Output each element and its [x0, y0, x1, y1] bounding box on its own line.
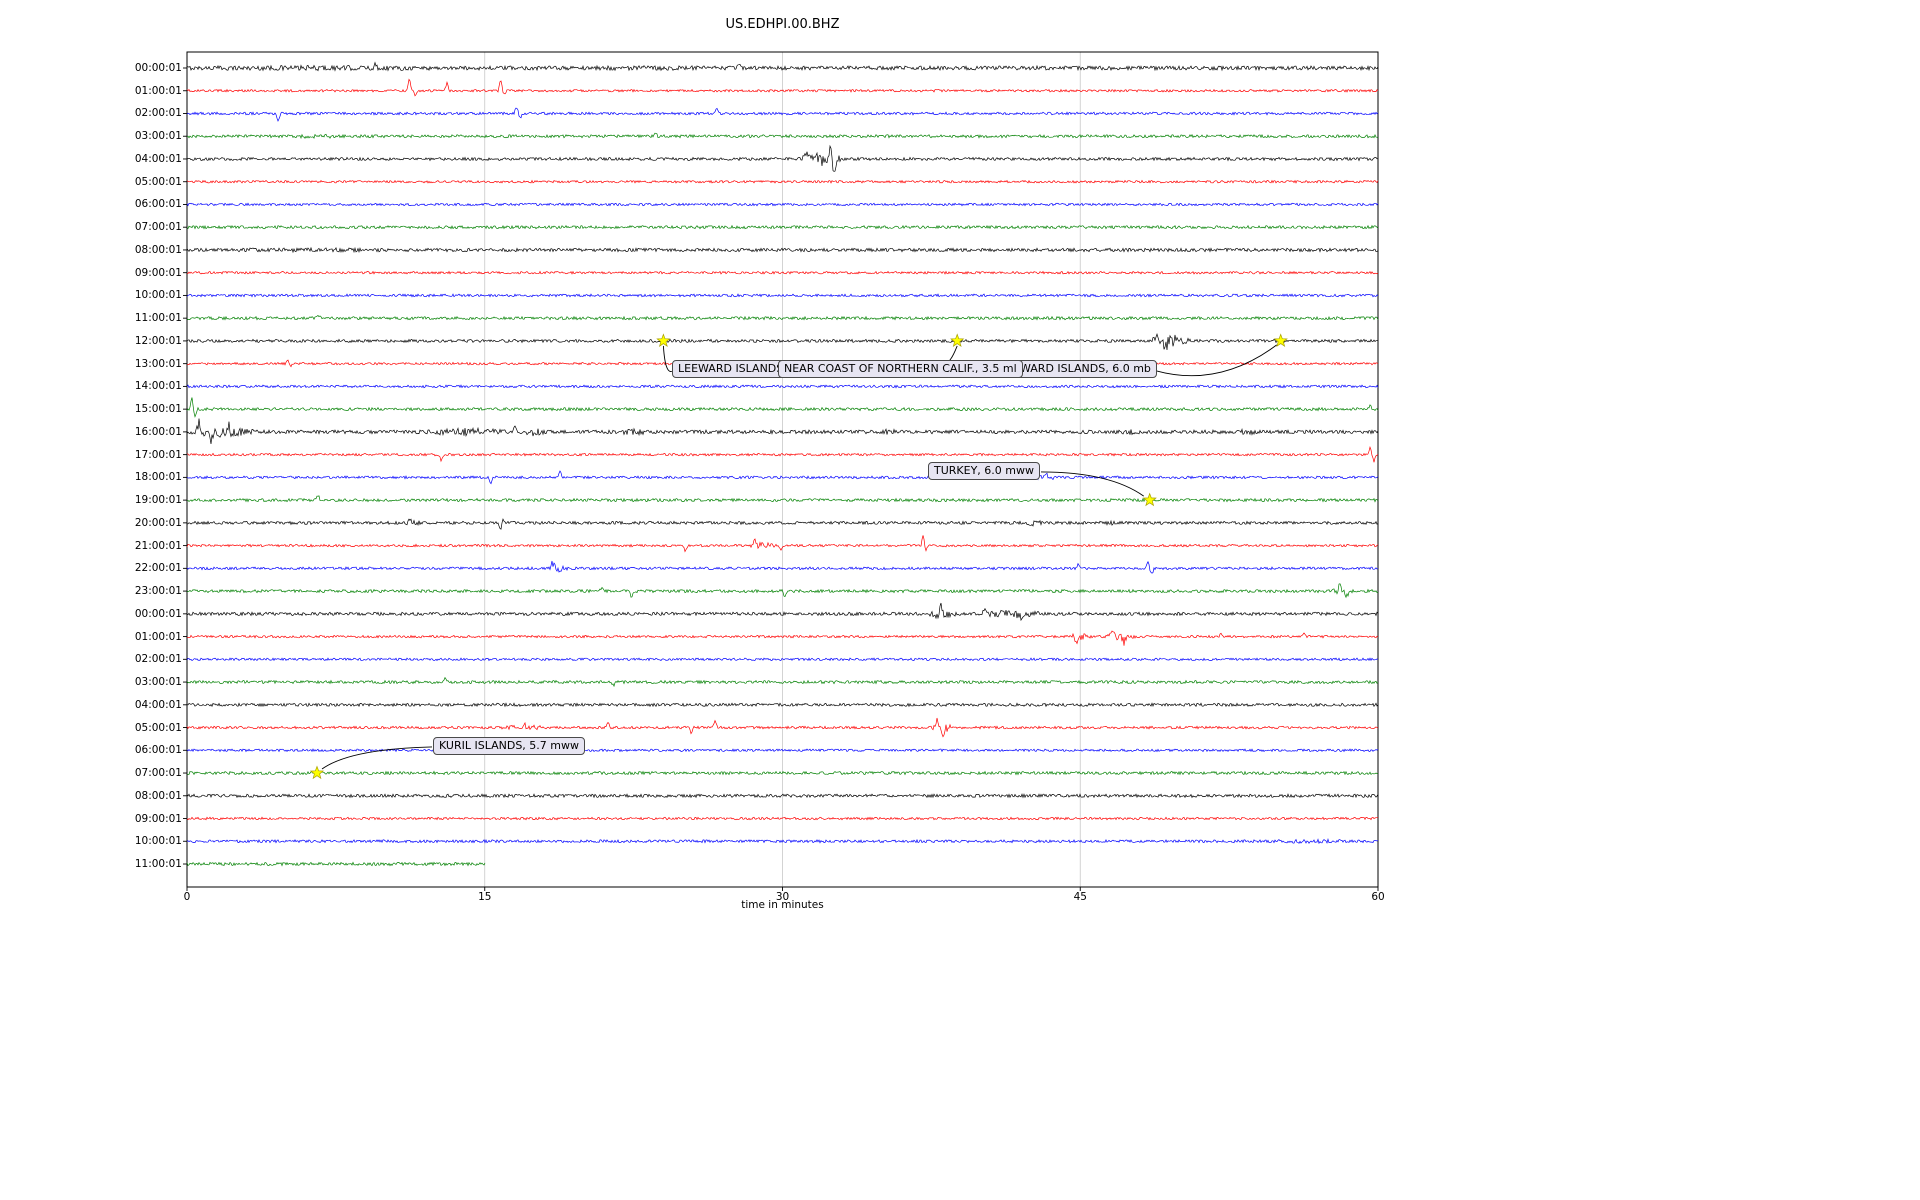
row-label: 02:00:01 — [134, 107, 182, 120]
plot-title: US.EDHPI.00.BHZ — [725, 17, 840, 32]
row-label: 19:00:01 — [134, 494, 182, 507]
waveform-trace — [186, 630, 1379, 646]
row-label: 23:00:01 — [134, 585, 182, 598]
event-star-icon — [309, 765, 325, 780]
row-label: 11:00:01 — [134, 858, 182, 870]
row-label: 05:00:01 — [134, 175, 182, 188]
waveform-trace — [186, 702, 1379, 708]
waveform-trace — [186, 657, 1378, 662]
waveform-trace — [186, 770, 1378, 776]
waveform-trace — [186, 418, 1379, 445]
waveform-trace — [186, 202, 1379, 207]
row-label: 22:00:01 — [134, 562, 182, 575]
waveform-trace — [186, 224, 1379, 230]
waveform-trace — [186, 78, 1379, 97]
event-label: LEEWARD ISLANDS — [672, 360, 790, 378]
waveform-trace — [186, 676, 1379, 688]
event-connector — [1040, 471, 1144, 497]
row-label: 08:00:01 — [134, 243, 182, 256]
waveform-trace — [186, 470, 1379, 485]
event-label: KURIL ISLANDS, 5.7 mww — [433, 737, 585, 755]
row-label: 06:00:01 — [134, 744, 182, 757]
waveform-trace — [186, 315, 1379, 321]
row-label: 09:00:01 — [134, 812, 182, 825]
waveform-trace — [186, 861, 486, 867]
row-label: 17:00:01 — [134, 448, 182, 461]
row-label: 09:00:01 — [134, 266, 182, 279]
waveform-trace — [186, 61, 1379, 72]
waveform-trace — [186, 246, 1379, 254]
waveform-trace — [186, 293, 1379, 298]
row-label: 02:00:01 — [134, 653, 182, 666]
row-label: 04:00:01 — [134, 698, 182, 711]
waveform-trace — [186, 179, 1379, 184]
row-label: 06:00:01 — [134, 198, 182, 211]
waveform-trace — [186, 144, 1379, 172]
waveform-trace — [186, 495, 1379, 503]
waveform-trace — [186, 270, 1379, 275]
event-star-icon — [656, 333, 671, 348]
row-label: 10:00:01 — [134, 289, 182, 302]
waveform-trace — [186, 446, 1379, 463]
row-label: 21:00:01 — [134, 539, 182, 552]
row-label: 08:00:01 — [134, 789, 182, 802]
event-star-icon — [1142, 492, 1157, 507]
row-label: 13:00:01 — [134, 357, 182, 370]
event-label: NEAR COAST OF NORTHERN CALIF., 3.5 ml — [778, 360, 1023, 378]
event-label: WARD ISLANDS, 6.0 mb — [1014, 360, 1157, 378]
waveform-trace — [186, 535, 1379, 553]
row-label: 00:00:01 — [134, 607, 182, 620]
row-label: 12:00:01 — [134, 334, 182, 347]
event-star-icon — [1273, 333, 1288, 348]
row-label: 18:00:01 — [134, 471, 182, 484]
event-connector — [321, 746, 433, 770]
event-label: TURKEY, 6.0 mww — [928, 462, 1040, 480]
x-tick-label: 15 — [478, 891, 492, 903]
row-label: 10:00:01 — [134, 835, 182, 848]
row-label: 07:00:01 — [134, 767, 182, 780]
row-label: 11:00:01 — [134, 312, 182, 325]
row-label: 07:00:01 — [134, 221, 182, 234]
waveform-trace — [186, 602, 1379, 622]
waveform-trace — [186, 816, 1379, 821]
waveform-trace — [186, 384, 1379, 389]
x-tick-label: 0 — [183, 891, 191, 903]
waveform-trace — [186, 560, 1379, 574]
event-star-icon — [950, 333, 965, 348]
row-label: 01:00:01 — [134, 630, 182, 643]
x-tick-label: 30 — [775, 891, 790, 903]
waveform-trace — [186, 397, 1379, 418]
waveform-trace — [186, 838, 1379, 845]
x-tick-label: 45 — [1073, 891, 1087, 903]
x-axis-label: time in minutes — [741, 899, 824, 911]
row-label: 16:00:01 — [134, 425, 182, 438]
row-label: 03:00:01 — [134, 676, 182, 689]
row-label: 00:00:01 — [134, 62, 182, 74]
row-label: 04:00:01 — [134, 152, 182, 165]
waveform-trace — [186, 793, 1379, 799]
x-tick-label: 60 — [1371, 891, 1385, 903]
event-connector — [1155, 344, 1277, 377]
waveform-trace — [186, 583, 1379, 599]
row-label: 03:00:01 — [134, 130, 182, 143]
waveform-trace — [186, 518, 1379, 530]
row-label: 20:00:01 — [134, 516, 182, 529]
waveform-trace — [186, 132, 1379, 140]
row-label: 05:00:01 — [134, 721, 182, 734]
row-label: 14:00:01 — [134, 380, 182, 393]
row-label: 15:00:01 — [134, 403, 182, 416]
waveform-trace — [186, 717, 1379, 738]
waveform-trace — [186, 332, 1379, 351]
waveform-trace — [186, 107, 1379, 122]
row-label: 01:00:01 — [134, 84, 182, 97]
